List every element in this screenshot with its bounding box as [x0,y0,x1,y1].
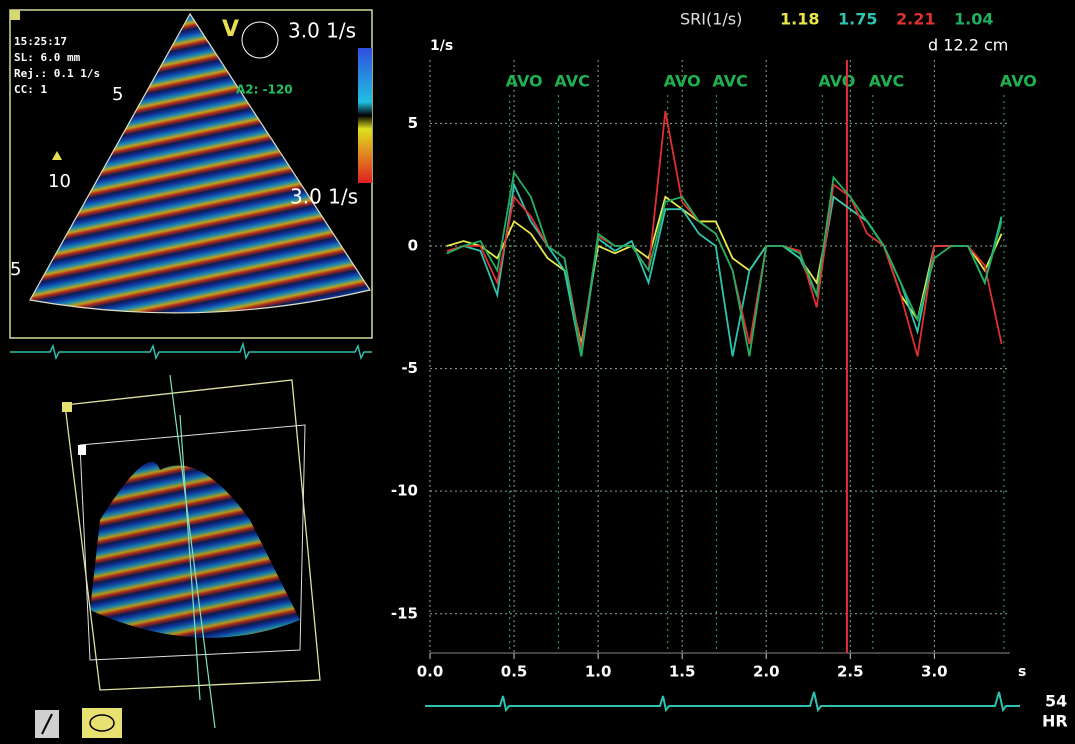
event-label: AVO [818,72,855,91]
depth-label: 5 [112,84,123,105]
angle: A2: -120 [236,83,293,97]
ellipse-button[interactable] [82,708,122,738]
y-tick-label: 5 [408,114,418,132]
volume-image [90,462,300,638]
depth-label: 10 [48,171,71,192]
event-label: AVO [506,72,543,91]
x-tick-label: 1.0 [585,663,612,681]
x-tick-label: 3.0 [921,663,948,681]
y-tick-label: -15 [391,604,418,622]
heart-rate: 54 [1045,692,1067,711]
marker [62,402,72,412]
event-label: AVO [664,72,701,91]
x-tick-label: 0.0 [417,663,444,681]
series-line [447,185,1002,357]
x-tick-label: 0.5 [501,663,528,681]
y-tick-label: 0 [408,236,418,254]
marker [78,445,86,455]
setting: CC: 1 [14,83,47,96]
event-label: AVO [1000,72,1037,91]
x-tick-label: 1.5 [669,663,696,681]
marker [10,10,20,20]
x-unit: s [1018,664,1026,680]
event-label: AVC [712,72,747,91]
depth-label: 5 [10,259,21,280]
page: {"panel": {"time": "15:25:17", "sl": "SL… [0,0,1075,740]
y-unit: 1/s [430,38,453,54]
y-tick-label: -5 [401,359,418,377]
distance: d 12.2 cm [928,36,1008,55]
x-tick-label: 2.5 [837,663,864,681]
color-bar [358,48,372,183]
time: 15:25:17 [14,35,67,48]
screen: 15:25:17 SL: 6.0 mm Rej.: 0.1 1/s CC: 1 … [0,0,1075,740]
legend-entry: 1.04 [954,10,993,29]
setting: SL: 6.0 mm [14,51,81,64]
legend-entry: 2.21 [896,10,935,29]
y-tick-label: -10 [391,482,418,500]
ecg-trace [425,692,1020,710]
x-tick-label: 2.0 [753,663,780,681]
scale-bottom: 3.0 1/s [290,185,358,209]
setting: Rej.: 0.1 1/s [14,67,100,80]
scale-top: 3.0 1/s [288,19,356,43]
mode: V [222,17,239,42]
ecg-trace [10,344,372,358]
heart-rate-label: HR [1042,712,1068,731]
legend-entry: 1.18 [780,10,819,29]
event-label: AVC [869,72,904,91]
legend-entry: 1.75 [838,10,877,29]
event-label: AVC [554,72,589,91]
legend-title: SRI(1/s) [680,10,742,29]
